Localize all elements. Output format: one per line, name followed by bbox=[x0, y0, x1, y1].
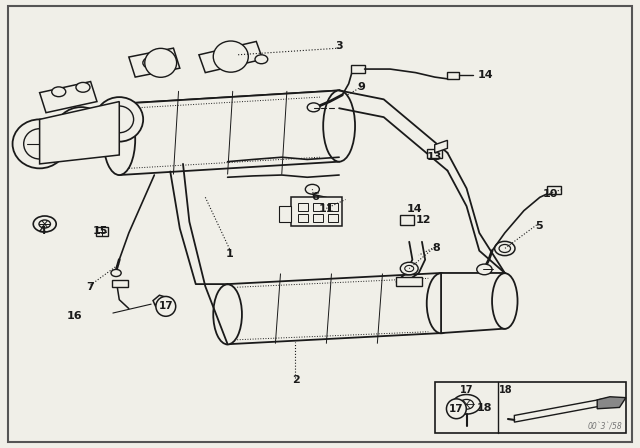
Polygon shape bbox=[119, 90, 339, 121]
Text: 6: 6 bbox=[311, 192, 319, 202]
Polygon shape bbox=[427, 149, 442, 158]
Text: 4: 4 bbox=[39, 226, 47, 236]
Polygon shape bbox=[298, 202, 308, 211]
Text: 11: 11 bbox=[319, 204, 334, 214]
Circle shape bbox=[52, 87, 66, 97]
Polygon shape bbox=[111, 280, 127, 287]
Ellipse shape bbox=[213, 284, 242, 345]
Polygon shape bbox=[96, 227, 108, 237]
Polygon shape bbox=[228, 273, 441, 344]
Circle shape bbox=[404, 265, 413, 271]
Text: 16: 16 bbox=[67, 311, 83, 321]
Polygon shape bbox=[399, 215, 414, 225]
Ellipse shape bbox=[145, 48, 177, 78]
Text: 15: 15 bbox=[92, 226, 108, 236]
Text: 7: 7 bbox=[87, 282, 95, 292]
Polygon shape bbox=[40, 102, 119, 164]
Polygon shape bbox=[515, 398, 610, 422]
Ellipse shape bbox=[66, 116, 97, 145]
Text: 3: 3 bbox=[335, 41, 343, 51]
Polygon shape bbox=[298, 214, 308, 222]
Ellipse shape bbox=[492, 273, 518, 329]
Circle shape bbox=[495, 241, 515, 256]
Text: 17: 17 bbox=[460, 385, 474, 395]
Polygon shape bbox=[597, 397, 626, 409]
Text: 12: 12 bbox=[415, 215, 431, 224]
Text: 18: 18 bbox=[499, 385, 513, 395]
Polygon shape bbox=[153, 295, 175, 309]
Ellipse shape bbox=[95, 97, 143, 142]
Circle shape bbox=[39, 220, 51, 228]
Text: 17: 17 bbox=[159, 302, 173, 311]
Circle shape bbox=[305, 185, 319, 194]
Circle shape bbox=[221, 50, 241, 63]
Polygon shape bbox=[291, 197, 342, 226]
Ellipse shape bbox=[105, 106, 134, 133]
Circle shape bbox=[33, 216, 56, 232]
Ellipse shape bbox=[13, 119, 67, 168]
Polygon shape bbox=[328, 202, 339, 211]
Polygon shape bbox=[351, 65, 365, 73]
Polygon shape bbox=[199, 42, 262, 73]
Circle shape bbox=[452, 395, 481, 414]
Text: 13: 13 bbox=[427, 152, 442, 162]
Text: 1: 1 bbox=[226, 249, 234, 259]
Ellipse shape bbox=[323, 90, 355, 162]
Polygon shape bbox=[328, 214, 339, 222]
Circle shape bbox=[477, 264, 492, 275]
Text: 9: 9 bbox=[358, 82, 365, 92]
Ellipse shape bbox=[103, 104, 135, 175]
Ellipse shape bbox=[213, 41, 248, 72]
Polygon shape bbox=[435, 382, 626, 433]
Text: 18: 18 bbox=[477, 403, 492, 413]
Circle shape bbox=[400, 262, 418, 275]
Ellipse shape bbox=[56, 107, 106, 154]
Polygon shape bbox=[40, 82, 97, 113]
Polygon shape bbox=[447, 72, 459, 79]
Text: 00`3`/58: 00`3`/58 bbox=[588, 423, 623, 432]
Text: 2: 2 bbox=[292, 375, 300, 385]
Text: 14: 14 bbox=[478, 70, 493, 80]
Polygon shape bbox=[313, 202, 323, 211]
Polygon shape bbox=[435, 140, 447, 153]
Ellipse shape bbox=[24, 129, 56, 159]
Polygon shape bbox=[119, 90, 339, 175]
Circle shape bbox=[460, 400, 474, 409]
Circle shape bbox=[143, 57, 159, 69]
Polygon shape bbox=[441, 273, 505, 333]
Polygon shape bbox=[547, 186, 561, 194]
Text: 8: 8 bbox=[432, 243, 440, 253]
Text: 5: 5 bbox=[535, 221, 542, 231]
Ellipse shape bbox=[427, 273, 456, 333]
Text: 10: 10 bbox=[543, 189, 558, 199]
Circle shape bbox=[499, 245, 511, 253]
Polygon shape bbox=[396, 277, 422, 286]
Polygon shape bbox=[278, 206, 291, 222]
Polygon shape bbox=[313, 214, 323, 222]
Circle shape bbox=[111, 269, 121, 276]
Polygon shape bbox=[129, 48, 180, 77]
Circle shape bbox=[307, 103, 320, 112]
Text: 14: 14 bbox=[406, 204, 422, 214]
Text: 17: 17 bbox=[449, 404, 463, 414]
Circle shape bbox=[255, 55, 268, 64]
Circle shape bbox=[76, 82, 90, 92]
